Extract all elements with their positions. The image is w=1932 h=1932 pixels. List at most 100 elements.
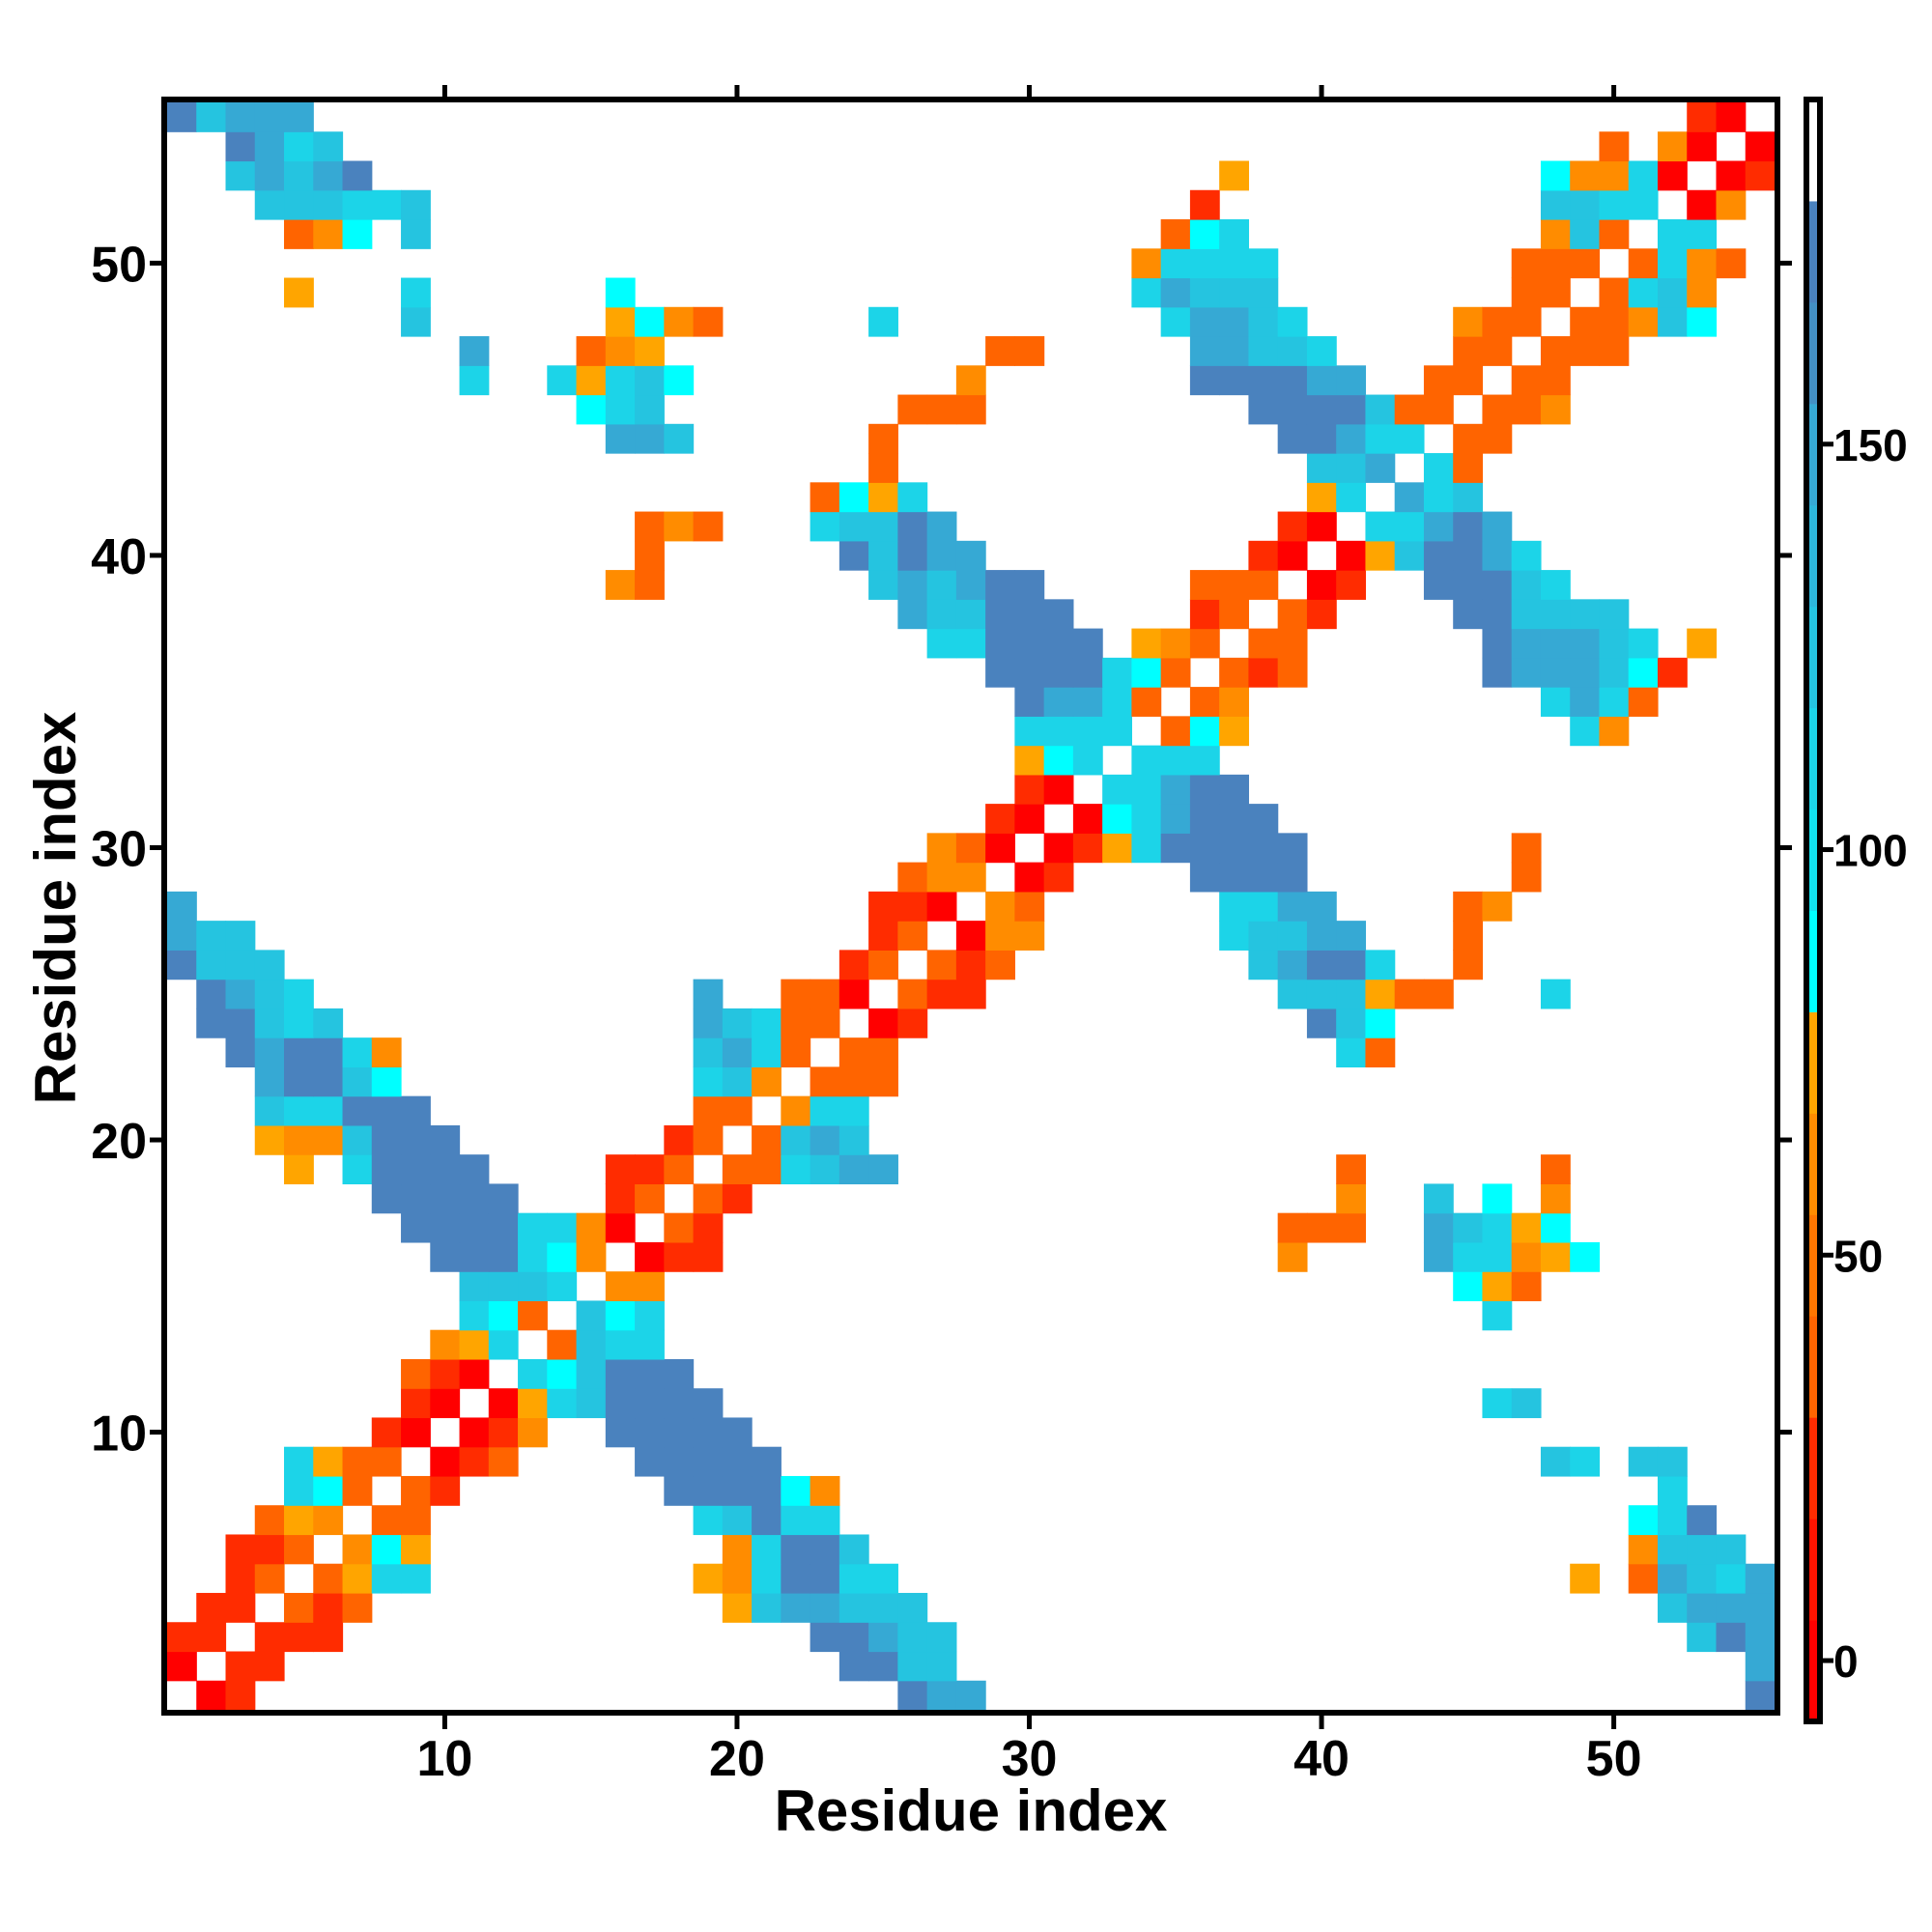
heatmap-cell [1219,774,1250,805]
heatmap-cell [547,365,578,396]
heatmap-cell [1657,219,1688,249]
heatmap-cell [1277,891,1308,922]
heatmap-cell [635,1417,665,1448]
heatmap-cell [985,833,1015,864]
heatmap-cell [985,570,1015,600]
heatmap-cell [1160,628,1191,659]
heatmap-cell [1189,687,1220,717]
heatmap-cell [1628,657,1659,688]
heatmap-cell [1453,365,1484,396]
heatmap-cell [897,482,928,513]
colorbar-bin [1806,504,1820,608]
heatmap-cell [1306,394,1337,425]
heatmap-cell [635,336,665,366]
heatmap-cell [167,1622,197,1653]
heatmap-cell [1453,950,1484,980]
heatmap-cell [284,277,314,308]
heatmap-cell [225,160,256,191]
heatmap-cell [926,1622,957,1653]
colorbar-bin [1806,403,1820,506]
heatmap-cell [1453,921,1484,951]
heatmap-cell [459,1446,490,1477]
heatmap-cell [1160,833,1191,864]
heatmap-cell [225,1563,256,1594]
heatmap-cell [722,1563,753,1594]
heatmap-cell [1716,102,1747,132]
heatmap-cell [1219,804,1250,834]
heatmap-cell [1336,394,1367,425]
heatmap-cell [1189,804,1220,834]
heatmap-cell [1423,1241,1454,1272]
heatmap-cell [225,1680,256,1711]
heatmap-cell [1248,921,1279,951]
heatmap-cell [1687,248,1718,279]
heatmap-cell [1453,453,1484,483]
heatmap-cell [605,570,636,600]
heatmap-cell [1599,628,1630,659]
heatmap-cell [1160,248,1191,279]
y-tick-label: 30 [91,821,147,877]
heatmap-cell [284,1534,314,1565]
heatmap-cell [810,1066,840,1097]
heatmap-cell [664,1417,695,1448]
heatmap-cell [1540,1183,1571,1214]
heatmap-cell [1687,219,1718,249]
heatmap-cell [1628,687,1659,717]
heatmap-cell [254,189,285,220]
heatmap-cell [664,423,695,454]
heatmap-cell [1482,336,1513,366]
heatmap-cell [722,1475,753,1506]
heatmap-cell [868,891,898,922]
heatmap-cell [752,1008,781,1038]
heatmap-cell [1160,716,1191,747]
heatmap-cell [488,1329,519,1360]
y-tick-label: 40 [91,529,147,585]
heatmap-cell [1716,189,1747,220]
heatmap-cell [838,1124,869,1155]
heatmap-cell [926,540,957,571]
heatmap-cell [1306,1212,1337,1243]
heatmap-cell [1131,687,1162,717]
heatmap-cell [1540,570,1571,600]
heatmap-cell [1336,1183,1367,1214]
heatmap-cell [459,336,490,366]
heatmap-cell [1306,570,1337,600]
heatmap-cell [1453,599,1484,630]
heatmap-cell [1336,1154,1367,1185]
heatmap-cell [1687,131,1718,162]
heatmap-cell [459,365,490,396]
heatmap-cell [1657,1592,1688,1623]
heatmap-cell [1277,394,1308,425]
heatmap-cell [635,306,665,337]
heatmap-cell [926,862,957,893]
x-tick-label: 40 [1293,1731,1350,1787]
heatmap-cell [1131,248,1162,279]
heatmap-cell [635,365,665,396]
heatmap-cell [254,1534,285,1565]
heatmap-cell [1189,189,1220,220]
heatmap-cell [284,1066,314,1097]
heatmap-cell [254,160,285,191]
heatmap-cell [1423,453,1454,483]
heatmap-cell [635,1358,665,1389]
heatmap-cell [313,1563,344,1594]
heatmap-cell [518,1300,548,1331]
heatmap-cell [1306,365,1337,396]
heatmap-cell [635,540,665,571]
heatmap-cell [985,628,1015,659]
heatmap-cell [1453,891,1484,922]
heatmap-cell [693,511,724,542]
y-tick-label: 20 [91,1114,147,1170]
heatmap-cell [897,394,928,425]
heatmap-cell [576,1329,607,1360]
heatmap-cell [1072,716,1103,747]
heatmap-cell [1511,657,1542,688]
heatmap-cell [547,1388,578,1419]
heatmap-cell [459,1358,490,1389]
heatmap-cell [1570,628,1601,659]
heatmap-cell [1453,511,1484,542]
heatmap-cell [284,131,314,162]
heatmap-cell [342,1124,373,1155]
heatmap-cell [1336,921,1367,951]
heatmap-cell [1716,1622,1747,1653]
